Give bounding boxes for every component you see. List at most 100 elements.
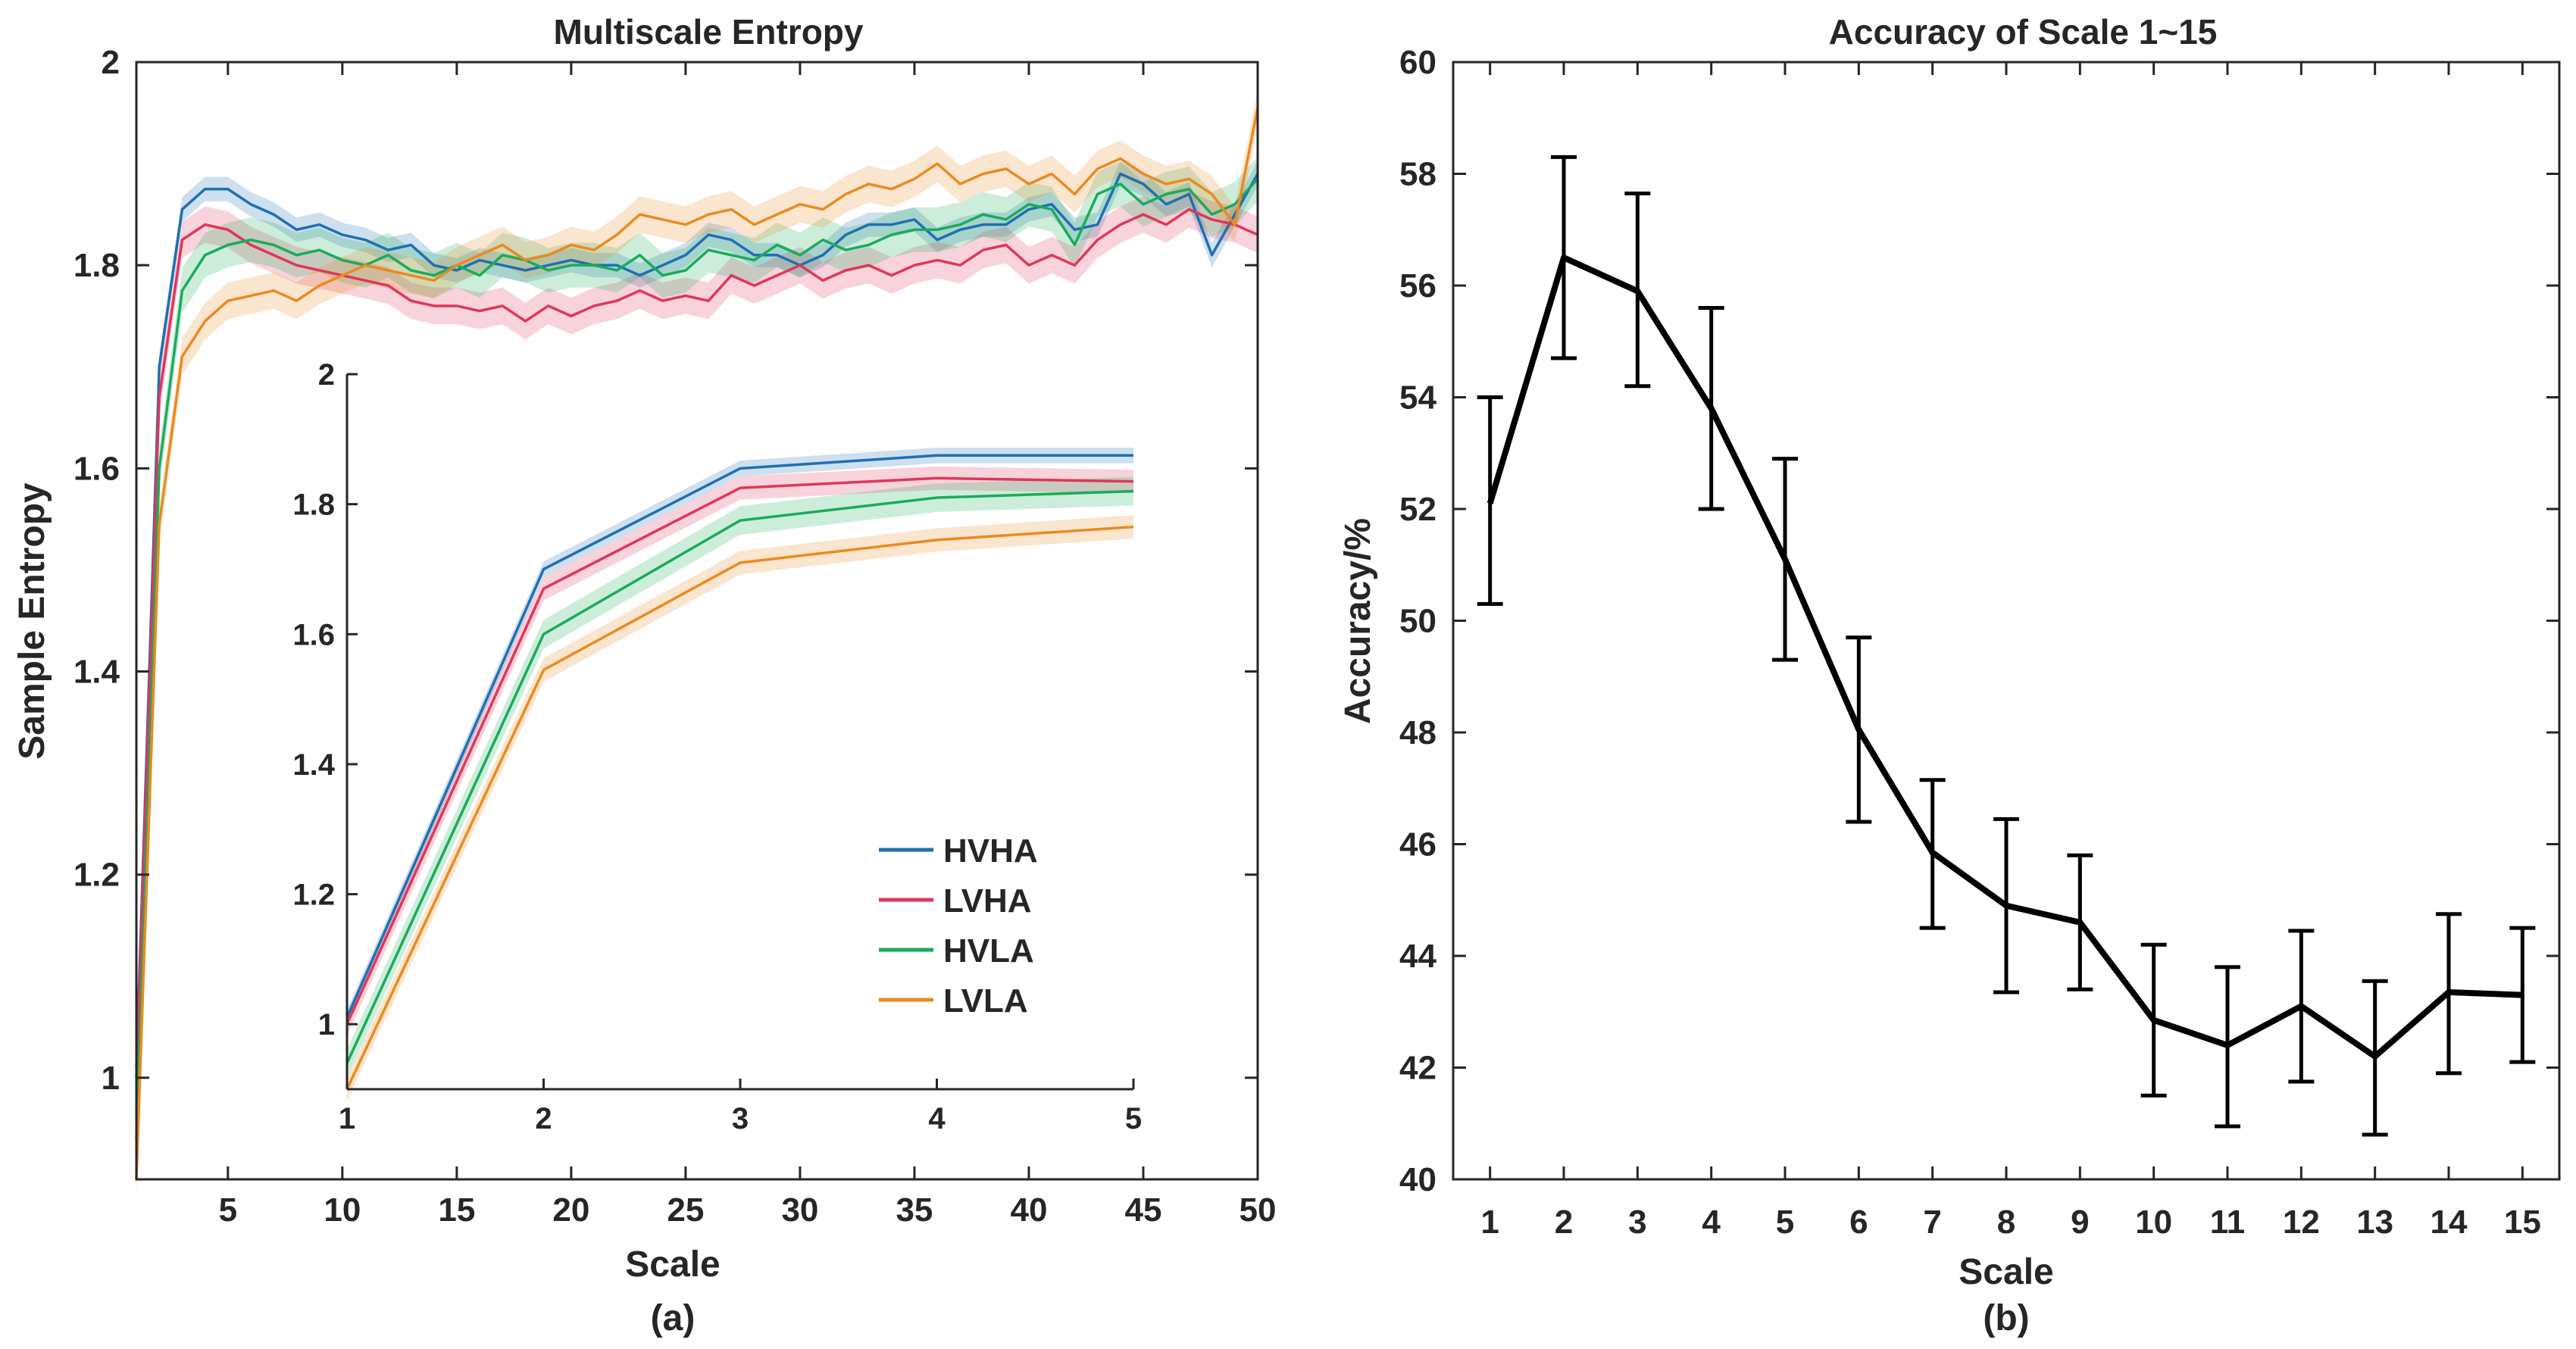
chart-a-y-label: Sample Entropy <box>12 482 52 760</box>
inset-y-tick-label: 1.2 <box>292 879 335 912</box>
chart-a-x-label: Scale <box>625 1244 720 1285</box>
x-tick-label-a: 25 <box>667 1191 704 1229</box>
x-tick-label-b: 4 <box>1702 1204 1721 1241</box>
chart-b-y-label: Accuracy/% <box>1338 518 1378 724</box>
inset-x-tick-label: 3 <box>732 1102 749 1135</box>
x-tick-label-b: 9 <box>2071 1204 2089 1241</box>
inset-line-lvha <box>345 476 1134 1025</box>
inset-y-tick-label: 2 <box>318 358 335 392</box>
entropy-band-hvla <box>136 156 1258 1161</box>
inset-band-lvla <box>347 515 1133 1101</box>
x-tick-label-a: 10 <box>324 1191 361 1229</box>
legend-label-hvla: HVLA <box>943 932 1034 970</box>
y-tick-label-b: 44 <box>1399 938 1436 975</box>
entropy-line-hvha <box>135 172 1259 1068</box>
x-tick-label-b: 5 <box>1776 1204 1794 1241</box>
inset-y-tick-label: 1.8 <box>292 489 335 522</box>
legend-item-hvha: HVHA <box>879 832 1038 870</box>
legend-item-lvla: LVLA <box>879 982 1028 1020</box>
y-tick-label-a: 1.6 <box>73 450 120 487</box>
y-tick-label-b: 56 <box>1399 267 1436 304</box>
legend-item-lvha: LVHA <box>879 882 1032 920</box>
x-tick-label-b: 13 <box>2356 1204 2393 1241</box>
y-tick-label-b: 46 <box>1399 826 1436 863</box>
x-tick-label-a: 5 <box>219 1191 237 1229</box>
x-tick-label-a: 40 <box>1010 1191 1047 1229</box>
inset-y-tick-label: 1 <box>318 1008 335 1041</box>
inset-series-lines <box>345 454 1134 1090</box>
chart-a-x-ticks: 5 10 15 20 25 30 35 40 45 50 <box>219 62 1277 1229</box>
inset-band-hvla <box>347 476 1133 1078</box>
accuracy-series-line <box>1487 254 2523 1060</box>
chart-b-x-ticks: 1 2 3 4 5 6 7 8 9 10 11 12 13 14 15 <box>1480 62 2541 1241</box>
chart-a-plot-frame <box>135 61 1259 1181</box>
inset-y-ticks: 1 1.2 1.4 1.6 1.8 2 <box>292 358 358 1041</box>
chart-b-title: Accuracy of Scale 1~15 <box>1829 12 2218 52</box>
inset-x-tick-label: 2 <box>535 1102 552 1135</box>
y-tick-label-b: 58 <box>1399 156 1436 193</box>
y-tick-label-b: 54 <box>1399 379 1436 417</box>
legend-label-lvla: LVLA <box>943 982 1028 1020</box>
x-tick-label-b: 11 <box>2210 1204 2246 1241</box>
x-tick-label-b: 10 <box>2135 1204 2172 1241</box>
chart-b-plot-frame <box>1452 61 2561 1181</box>
legend: HVHA LVHA HVLA LVLA <box>879 832 1038 1020</box>
x-tick-label-a: 50 <box>1240 1191 1277 1229</box>
entropy-confidence-bands <box>136 89 1258 1198</box>
inset-confidence-bands <box>347 447 1133 1101</box>
chart-b-x-label: Scale <box>1959 1252 2053 1292</box>
x-tick-label-b: 7 <box>1923 1204 1941 1241</box>
y-tick-label-a: 1.4 <box>73 654 120 691</box>
entropy-line-lvla <box>135 108 1259 1180</box>
x-tick-label-b: 14 <box>2431 1204 2468 1241</box>
x-tick-label-b: 3 <box>1628 1204 1646 1241</box>
entropy-inset-chart: 1 2 3 4 5 1 1.2 1.4 1.6 1.8 2 HVHA LVHA HVLA LVLA <box>292 358 1142 1135</box>
inset-x-tick-label: 1 <box>339 1102 355 1135</box>
chart-a-y-ticks: 1 1.2 1.4 1.6 1.8 2 <box>73 44 1258 1097</box>
inset-line-hvha <box>345 454 1133 1019</box>
x-tick-label-a: 15 <box>438 1191 475 1229</box>
legend-label-hvha: HVHA <box>943 832 1038 870</box>
inset-y-tick-label: 1.6 <box>292 618 335 651</box>
chart-a-title: Multiscale Entropy <box>554 12 864 52</box>
caption-b: (b) <box>1983 1298 2029 1338</box>
y-tick-label-a: 1 <box>102 1060 120 1097</box>
x-tick-label-b: 1 <box>1480 1204 1499 1241</box>
legend-label-lvha: LVHA <box>943 882 1032 920</box>
y-tick-label-b: 60 <box>1399 44 1436 81</box>
x-tick-label-a: 35 <box>896 1191 933 1229</box>
accuracy-error-bars <box>1477 155 2536 1137</box>
caption-a: (a) <box>651 1298 696 1338</box>
accuracy-chart: Accuracy of Scale 1~15 1 2 3 4 5 6 7 8 9 10 11 12 13… <box>1338 12 2561 1338</box>
x-tick-label-a: 30 <box>781 1191 818 1229</box>
y-tick-label-a: 2 <box>102 44 120 81</box>
legend-item-hvla: HVLA <box>879 932 1034 970</box>
entropy-series-lines <box>135 108 1259 1180</box>
x-tick-label-b: 12 <box>2283 1204 2320 1241</box>
chart-b-y-ticks: 40 42 44 46 48 50 52 54 56 58 60 <box>1399 44 2559 1198</box>
x-tick-label-b: 8 <box>1997 1204 2015 1241</box>
inset-x-tick-label: 5 <box>1125 1102 1142 1135</box>
accuracy-line <box>1487 254 2523 1060</box>
x-tick-label-a: 45 <box>1125 1191 1162 1229</box>
inset-line-lvla <box>345 525 1134 1090</box>
y-tick-label-b: 42 <box>1399 1050 1436 1087</box>
y-tick-label-a: 1.8 <box>73 247 120 284</box>
y-tick-label-b: 50 <box>1399 603 1436 640</box>
x-tick-label-b: 2 <box>1555 1204 1573 1241</box>
x-tick-label-a: 20 <box>552 1191 589 1229</box>
inset-x-ticks: 1 2 3 4 5 <box>339 1079 1142 1135</box>
x-tick-label-b: 6 <box>1849 1204 1868 1241</box>
y-tick-label-b: 52 <box>1399 491 1436 528</box>
y-tick-label-b: 40 <box>1399 1161 1436 1198</box>
inset-y-tick-label: 1.4 <box>292 748 335 782</box>
entropy-line-hvla <box>135 178 1259 1139</box>
y-tick-label-b: 48 <box>1399 714 1436 751</box>
inset-x-tick-label: 4 <box>928 1102 946 1135</box>
x-tick-label-b: 15 <box>2504 1204 2541 1241</box>
y-tick-label-a: 1.2 <box>73 857 120 894</box>
multiscale-entropy-chart: Multiscale Entropy 5 10 15 20 25 30 35 40 45 50 1… <box>12 12 1276 1338</box>
entropy-line-lvha <box>135 208 1258 1078</box>
inset-line-hvla <box>345 489 1134 1064</box>
